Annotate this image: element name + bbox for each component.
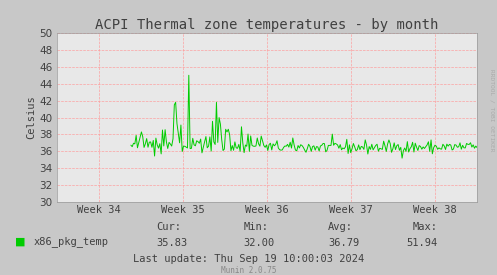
Text: Min:: Min: xyxy=(244,222,268,232)
Text: x86_pkg_temp: x86_pkg_temp xyxy=(34,236,109,248)
Text: Max:: Max: xyxy=(413,222,437,232)
Text: Last update: Thu Sep 19 10:00:03 2024: Last update: Thu Sep 19 10:00:03 2024 xyxy=(133,254,364,263)
Text: 51.94: 51.94 xyxy=(406,238,437,248)
Text: 35.83: 35.83 xyxy=(157,238,188,248)
Text: 32.00: 32.00 xyxy=(244,238,275,248)
Text: Cur:: Cur: xyxy=(157,222,181,232)
Text: RRDTOOL / TOBI OETIKER: RRDTOOL / TOBI OETIKER xyxy=(490,69,495,151)
Title: ACPI Thermal zone temperatures - by month: ACPI Thermal zone temperatures - by mont… xyxy=(95,18,439,32)
Text: ■: ■ xyxy=(15,237,25,247)
Text: 36.79: 36.79 xyxy=(328,238,359,248)
Text: Avg:: Avg: xyxy=(328,222,353,232)
Y-axis label: Celsius: Celsius xyxy=(26,96,36,139)
Text: Munin 2.0.75: Munin 2.0.75 xyxy=(221,266,276,275)
